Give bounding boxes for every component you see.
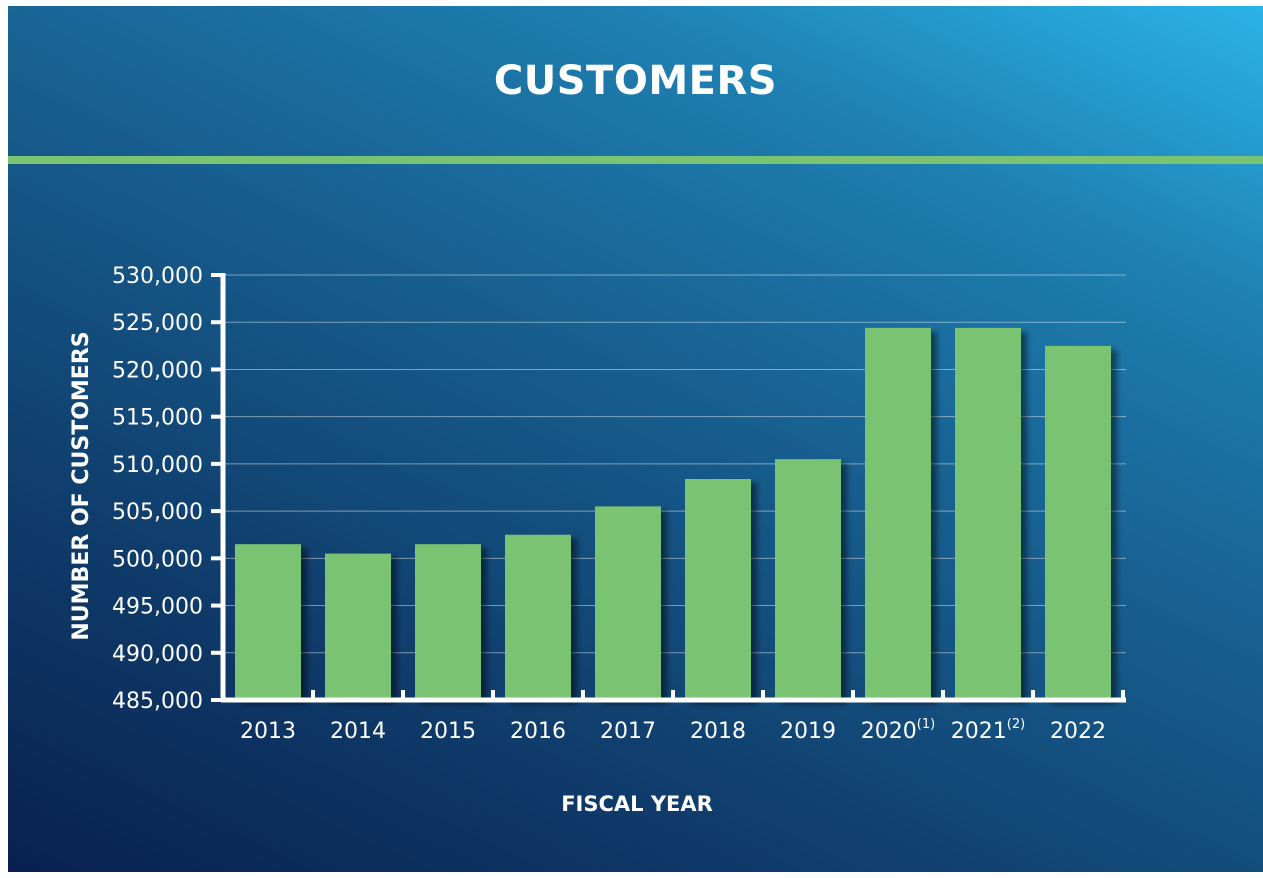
bar-2014	[325, 553, 391, 700]
y-tick-label: 520,000	[112, 358, 203, 383]
y-tick-label: 510,000	[112, 453, 203, 478]
x-tick-label: 2019	[780, 719, 836, 744]
bar-2020	[865, 327, 931, 700]
bar-2015	[415, 544, 481, 700]
y-tick-label: 495,000	[112, 595, 203, 620]
x-tick-label: 2021(2)	[951, 717, 1025, 744]
bar-2019	[775, 459, 841, 700]
chart-panel: CUSTOMERS 485,000 490,000 495,000 500,000 50…	[8, 6, 1263, 872]
chart-title: CUSTOMERS	[493, 58, 778, 104]
y-tick-label: 525,000	[112, 311, 203, 336]
bar-chart: 485,000 490,000 495,000 500,000 505,000 510,0…	[69, 264, 1126, 816]
title-divider	[8, 156, 1263, 164]
axes	[211, 273, 1126, 703]
bar-2013	[235, 544, 301, 700]
bar-2016	[505, 534, 571, 700]
y-tick-label: 490,000	[112, 642, 203, 667]
bar-2017	[595, 506, 661, 700]
y-axis-title: NUMBER OF CUSTOMERS	[69, 331, 94, 640]
x-tick-label: 2020(1)	[861, 717, 935, 744]
y-tick-label: 515,000	[112, 406, 203, 431]
bar-2021	[955, 327, 1021, 700]
bar-2022	[1045, 345, 1111, 700]
y-tick-label: 530,000	[112, 264, 203, 289]
x-tick-label: 2014	[330, 719, 386, 744]
x-tick-label: 2017	[600, 719, 656, 744]
x-tick-label: 2016	[510, 719, 566, 744]
y-tick-label: 500,000	[112, 547, 203, 572]
bar-2018	[685, 479, 751, 700]
y-tick-label: 485,000	[112, 689, 203, 714]
y-tick-label: 505,000	[112, 500, 203, 525]
x-tick-label: 2013	[240, 719, 296, 744]
x-tick-labels: 2013 2014 2015 2016 2017 2018 2019 2020(1) 2021(…	[240, 717, 1106, 744]
x-tick-label: 2018	[690, 719, 746, 744]
x-tick-label: 2015	[420, 719, 476, 744]
y-tick-labels: 485,000 490,000 495,000 500,000 505,000 510,0…	[112, 264, 203, 714]
bars	[235, 327, 1111, 700]
x-axis-title: FISCAL YEAR	[561, 792, 713, 816]
x-tick-label: 2022	[1050, 719, 1106, 744]
